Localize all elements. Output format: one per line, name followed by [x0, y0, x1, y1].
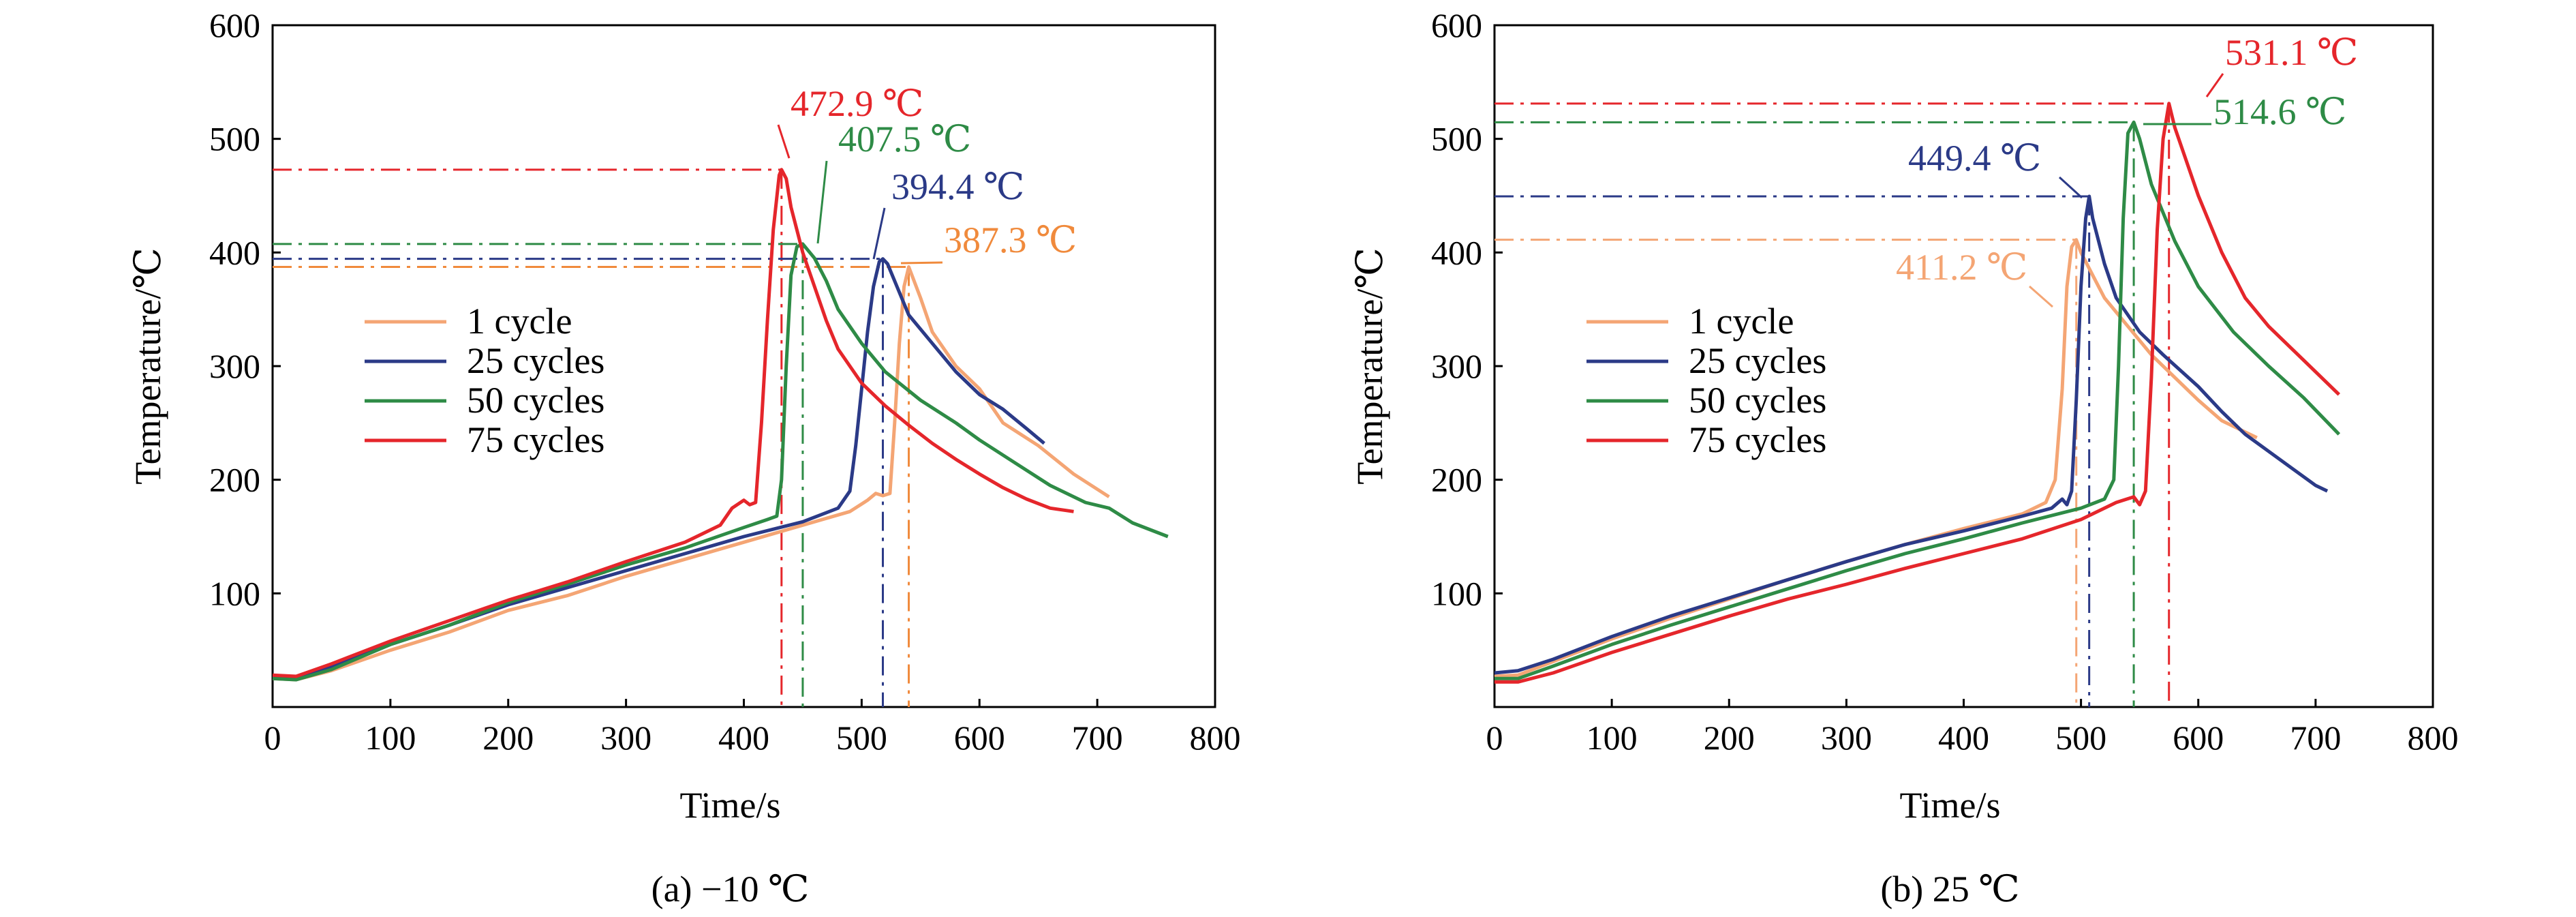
annotation-leader [872, 207, 886, 260]
peak-annotation: 531.1 ℃ [2225, 32, 2358, 73]
y-axis-label: Temperature/℃ [127, 247, 168, 484]
x-tick-label: 700 [1072, 719, 1123, 757]
legend-label: 50 cycles [467, 380, 604, 421]
legend-label: 50 cycles [1689, 380, 1826, 421]
y-tick-label: 500 [1431, 120, 1482, 158]
x-tick-label: 100 [365, 719, 416, 757]
y-tick-label: 300 [209, 347, 260, 385]
x-tick-label: 600 [954, 719, 1005, 757]
x-tick-label: 500 [2055, 719, 2106, 757]
legend-label: 75 cycles [467, 419, 604, 460]
y-tick-label: 500 [209, 120, 260, 158]
y-tick-label: 100 [1431, 574, 1482, 612]
y-axis-label: Temperature/℃ [1349, 247, 1390, 484]
y-tick-label: 200 [209, 461, 260, 499]
annotation-leader [2058, 176, 2083, 199]
y-tick-label: 400 [1431, 233, 1482, 271]
y-tick-label: 100 [209, 574, 260, 612]
peak-annotation: 472.9 ℃ [791, 83, 923, 124]
x-tick-label: 600 [2173, 719, 2224, 757]
x-axis-label: Time/s [1899, 785, 2000, 826]
plot-frame [271, 24, 1216, 708]
chart-panel-2: 0 100 200 300 400 500 600 700 800 100 200 300 400 500… [1349, 6, 2459, 910]
y-tick-label: 300 [1431, 347, 1482, 385]
annotation-leader [2029, 285, 2053, 308]
peak-annotation: 387.3 ℃ [944, 220, 1077, 260]
legend-label: 75 cycles [1689, 419, 1826, 460]
series-line-75-cycles [272, 168, 1074, 678]
legend-label: 1 cycle [467, 301, 572, 342]
series-line-75-cycles [1494, 102, 2341, 684]
peak-annotation: 407.5 ℃ [838, 119, 971, 160]
x-tick-label: 400 [718, 719, 769, 757]
series-line-1-cycle [1494, 238, 2258, 678]
panel-caption: (a) −10 ℃ [651, 869, 810, 910]
y-tick-label: 600 [209, 6, 260, 44]
x-tick-label: 800 [2408, 719, 2459, 757]
y-tick-label: 200 [1431, 461, 1482, 499]
x-tick-label: 400 [1938, 719, 1989, 757]
peak-annotation: 411.2 ℃ [1896, 247, 2027, 288]
annotation-leader [2205, 73, 2224, 97]
x-tick-label: 100 [1586, 719, 1638, 757]
series-line-50-cycles [1494, 120, 2341, 680]
legend-label: 1 cycle [1689, 301, 1794, 342]
x-tick-label: 300 [1821, 719, 1872, 757]
annotation-leader [816, 160, 828, 244]
annotation-leader [777, 124, 791, 159]
peak-annotation: 449.4 ℃ [1908, 138, 2041, 179]
series-line-25-cycles [1494, 194, 2329, 675]
x-tick-label: 300 [600, 719, 651, 757]
x-axis-label: Time/s [679, 785, 780, 826]
series-line-50-cycles [272, 242, 1169, 682]
peak-annotation: 394.4 ℃ [891, 166, 1024, 207]
panel-caption: (b) 25 ℃ [1880, 869, 2019, 910]
x-tick-label: 0 [1486, 719, 1503, 757]
legend-label: 25 cycles [1689, 340, 1826, 381]
x-tick-label: 200 [1704, 719, 1755, 757]
series-line-1-cycle [272, 265, 1110, 682]
x-tick-label: 800 [1190, 719, 1241, 757]
legend-label: 25 cycles [467, 340, 604, 381]
x-tick-label: 200 [482, 719, 534, 757]
y-tick-label: 600 [1431, 6, 1482, 44]
x-tick-label: 0 [264, 719, 281, 757]
x-tick-label: 700 [2290, 719, 2341, 757]
chart-panel-1: 0 100 200 300 400 500 600 700 800 100 200 300 400 500… [127, 6, 1241, 910]
annotation-leader [900, 261, 943, 265]
peak-annotation: 514.6 ℃ [2213, 91, 2346, 132]
y-tick-label: 400 [209, 233, 260, 271]
x-tick-label: 500 [836, 719, 887, 757]
